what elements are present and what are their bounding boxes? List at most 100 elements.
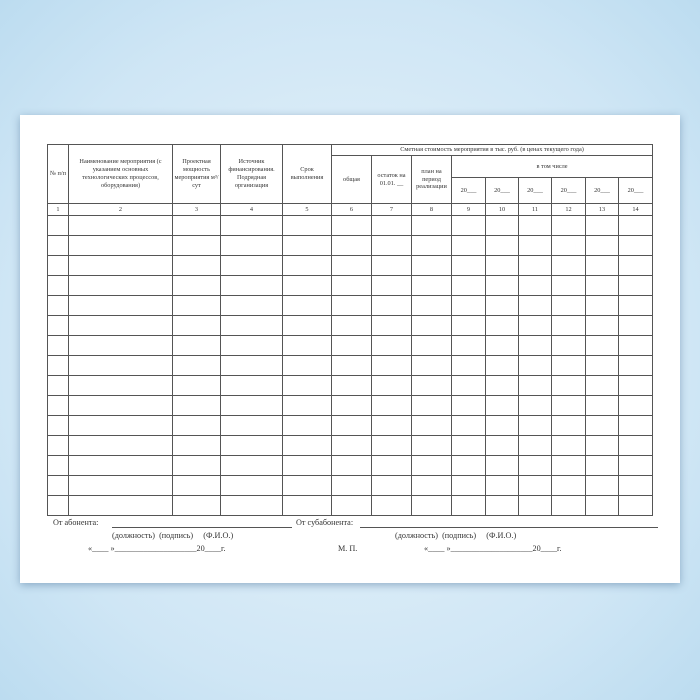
table-cell[interactable] xyxy=(47,435,69,456)
table-cell[interactable] xyxy=(331,275,372,296)
table-cell[interactable] xyxy=(585,475,619,496)
table-cell[interactable] xyxy=(585,295,619,316)
table-cell[interactable] xyxy=(451,355,486,376)
table-cell[interactable] xyxy=(411,315,452,336)
table-cell[interactable] xyxy=(518,335,552,356)
table-cell[interactable] xyxy=(282,275,332,296)
table-cell[interactable] xyxy=(331,375,372,396)
table-cell[interactable] xyxy=(331,235,372,256)
table-cell[interactable] xyxy=(617,255,654,276)
table-cell[interactable] xyxy=(518,295,552,316)
table-cell[interactable] xyxy=(172,475,221,496)
table-cell[interactable] xyxy=(451,335,486,356)
table-cell[interactable] xyxy=(331,335,372,356)
table-cell[interactable] xyxy=(551,255,586,276)
table-cell[interactable] xyxy=(220,255,283,276)
table-cell[interactable] xyxy=(551,375,586,396)
table-cell[interactable] xyxy=(518,255,552,276)
table-cell[interactable] xyxy=(371,315,412,336)
table-cell[interactable] xyxy=(282,295,332,316)
table-cell[interactable] xyxy=(617,335,654,356)
table-cell[interactable] xyxy=(282,235,332,256)
table-cell[interactable] xyxy=(617,475,654,496)
table-cell[interactable] xyxy=(371,435,412,456)
table-cell[interactable] xyxy=(172,235,221,256)
table-cell[interactable] xyxy=(172,275,221,296)
subsubscriber-signature-line[interactable] xyxy=(360,527,658,528)
table-cell[interactable] xyxy=(518,275,552,296)
table-cell[interactable] xyxy=(585,395,619,416)
table-cell[interactable] xyxy=(451,395,486,416)
table-cell[interactable] xyxy=(172,495,221,516)
table-cell[interactable] xyxy=(47,355,69,376)
table-cell[interactable] xyxy=(47,495,69,516)
table-cell[interactable] xyxy=(47,295,69,316)
table-cell[interactable] xyxy=(282,495,332,516)
table-cell[interactable] xyxy=(282,335,332,356)
table-cell[interactable] xyxy=(518,495,552,516)
table-cell[interactable] xyxy=(451,275,486,296)
table-cell[interactable] xyxy=(47,415,69,436)
table-cell[interactable] xyxy=(551,355,586,376)
table-cell[interactable] xyxy=(68,275,173,296)
table-cell[interactable] xyxy=(518,455,552,476)
table-cell[interactable] xyxy=(585,335,619,356)
table-cell[interactable] xyxy=(485,395,519,416)
table-cell[interactable] xyxy=(411,375,452,396)
table-cell[interactable] xyxy=(485,475,519,496)
table-cell[interactable] xyxy=(172,375,221,396)
table-cell[interactable] xyxy=(585,435,619,456)
table-cell[interactable] xyxy=(617,435,654,456)
table-cell[interactable] xyxy=(282,435,332,456)
table-cell[interactable] xyxy=(220,415,283,436)
table-cell[interactable] xyxy=(68,395,173,416)
table-cell[interactable] xyxy=(451,495,486,516)
table-cell[interactable] xyxy=(551,215,586,236)
table-cell[interactable] xyxy=(68,295,173,316)
table-cell[interactable] xyxy=(371,395,412,416)
table-cell[interactable] xyxy=(47,395,69,416)
table-cell[interactable] xyxy=(220,495,283,516)
table-cell[interactable] xyxy=(68,495,173,516)
table-cell[interactable] xyxy=(411,415,452,436)
table-cell[interactable] xyxy=(551,235,586,256)
subscriber-signature-line[interactable] xyxy=(112,527,292,528)
table-cell[interactable] xyxy=(220,215,283,236)
table-cell[interactable] xyxy=(411,475,452,496)
table-cell[interactable] xyxy=(551,335,586,356)
table-cell[interactable] xyxy=(331,435,372,456)
table-cell[interactable] xyxy=(68,475,173,496)
table-cell[interactable] xyxy=(485,335,519,356)
table-cell[interactable] xyxy=(47,255,69,276)
table-cell[interactable] xyxy=(585,495,619,516)
table-cell[interactable] xyxy=(371,255,412,276)
table-cell[interactable] xyxy=(282,255,332,276)
table-cell[interactable] xyxy=(47,475,69,496)
table-cell[interactable] xyxy=(451,375,486,396)
table-cell[interactable] xyxy=(220,235,283,256)
table-cell[interactable] xyxy=(371,495,412,516)
table-cell[interactable] xyxy=(518,315,552,336)
table-cell[interactable] xyxy=(551,455,586,476)
table-cell[interactable] xyxy=(518,395,552,416)
table-cell[interactable] xyxy=(411,275,452,296)
table-cell[interactable] xyxy=(617,275,654,296)
table-cell[interactable] xyxy=(331,215,372,236)
table-cell[interactable] xyxy=(47,335,69,356)
table-cell[interactable] xyxy=(47,455,69,476)
table-cell[interactable] xyxy=(617,355,654,376)
table-cell[interactable] xyxy=(220,455,283,476)
table-cell[interactable] xyxy=(485,315,519,336)
table-cell[interactable] xyxy=(411,295,452,316)
table-cell[interactable] xyxy=(551,475,586,496)
table-cell[interactable] xyxy=(518,215,552,236)
table-cell[interactable] xyxy=(485,435,519,456)
table-cell[interactable] xyxy=(68,215,173,236)
table-cell[interactable] xyxy=(68,315,173,336)
table-cell[interactable] xyxy=(518,375,552,396)
table-cell[interactable] xyxy=(451,295,486,316)
table-cell[interactable] xyxy=(617,395,654,416)
table-cell[interactable] xyxy=(518,435,552,456)
table-cell[interactable] xyxy=(518,475,552,496)
table-cell[interactable] xyxy=(282,415,332,436)
